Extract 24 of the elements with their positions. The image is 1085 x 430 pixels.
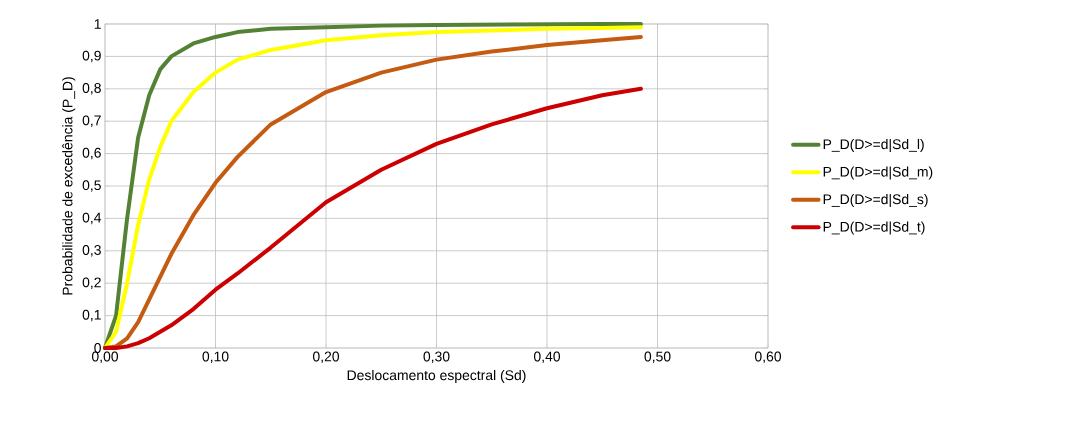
x-tick-label: 0,10 xyxy=(202,351,229,364)
y-tick-label: 1 xyxy=(94,19,101,29)
legend-label: P_D(D>=d|Sd_m) xyxy=(823,166,933,180)
x-tick-label: 0,60 xyxy=(754,351,782,364)
legend-label: P_D(D>=d|Sd_l) xyxy=(823,138,924,152)
x-tick-label: 0,00 xyxy=(91,351,119,364)
x-tick-label: 0,40 xyxy=(533,351,561,364)
legend-label: P_D(D>=d|Sd_t) xyxy=(823,221,925,235)
y-tick-label: 0,2 xyxy=(82,277,101,289)
legend-label: P_D(D>=d|Sd_s) xyxy=(823,193,928,208)
y-tick-label: 0 xyxy=(94,343,101,353)
y-tick-label: 0,3 xyxy=(82,245,101,257)
y-tick-label: 0,8 xyxy=(82,83,101,95)
y-tick-label: 0,1 xyxy=(82,309,101,322)
x-tick-label: 0,50 xyxy=(644,351,671,364)
y-tick-label: 0,6 xyxy=(82,147,101,160)
y-tick-label: 0,4 xyxy=(82,212,102,225)
y-axis-title: Probabilidade de excedência (P_D) xyxy=(62,77,76,295)
x-tick-label: 0,20 xyxy=(312,351,340,364)
x-tick-label: 0,30 xyxy=(423,351,450,364)
x-axis-title: Deslocamento espectral (Sd) xyxy=(347,369,526,383)
y-tick-label: 0,9 xyxy=(82,50,101,63)
y-tick-label: 0,5 xyxy=(82,180,101,192)
y-tick-label: 0,7 xyxy=(82,115,101,127)
